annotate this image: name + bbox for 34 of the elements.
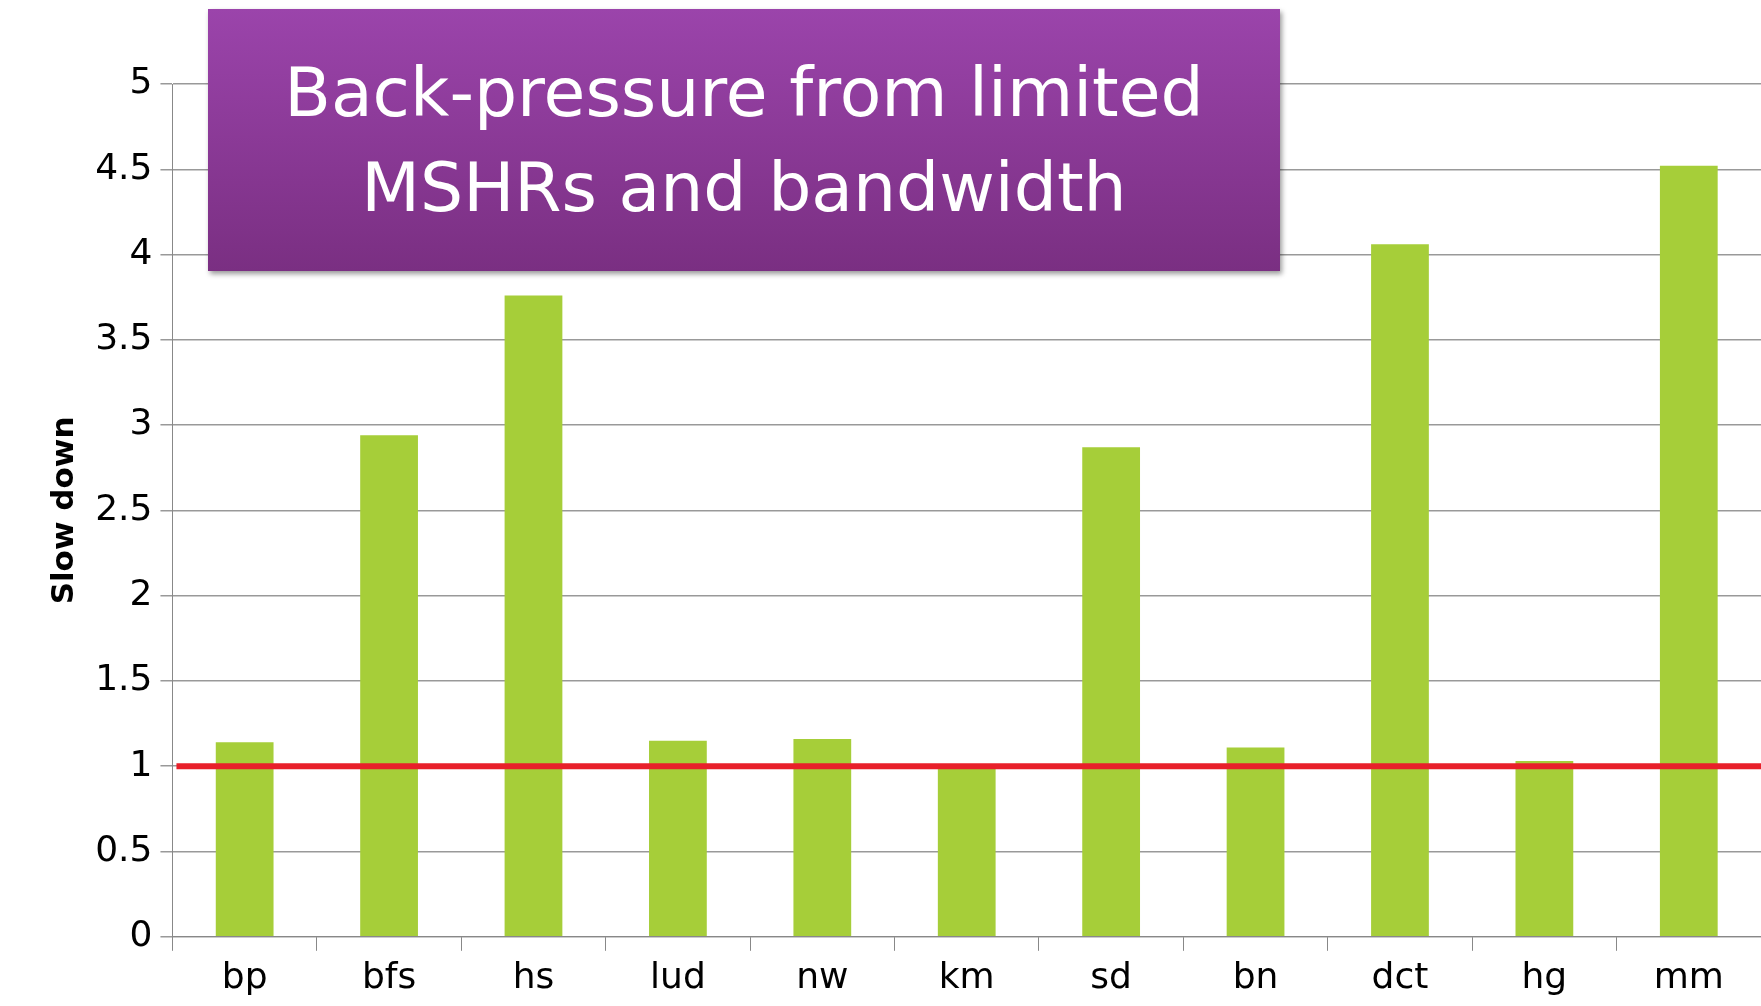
x-tick-label: bp xyxy=(221,954,268,996)
x-tick-label: lud xyxy=(650,954,706,996)
bar xyxy=(1515,761,1574,937)
y-tick-label: 5 xyxy=(129,60,153,102)
bar xyxy=(1226,747,1285,937)
y-tick-label: 1.5 xyxy=(95,657,153,699)
y-tick-label: 4.5 xyxy=(95,145,153,187)
y-tick-label: 2 xyxy=(129,572,153,614)
bar xyxy=(215,742,274,937)
x-tick-label: bfs xyxy=(361,954,417,996)
bar xyxy=(1659,165,1718,937)
x-tick-label: dct xyxy=(1371,954,1429,996)
x-tick-label: hg xyxy=(1521,954,1568,996)
bar xyxy=(360,435,418,937)
bar xyxy=(1371,244,1429,937)
x-tick-label: bn xyxy=(1232,954,1279,996)
x-tick-label: hs xyxy=(512,954,555,996)
bar xyxy=(649,740,707,937)
bar xyxy=(793,738,852,937)
chart-title: Back-pressure from limited MSHRs and bandwidth xyxy=(208,9,1280,271)
x-tick-label: sd xyxy=(1090,954,1132,996)
bar xyxy=(1082,447,1141,937)
x-tick-label: mm xyxy=(1653,954,1724,996)
y-tick-label: 3 xyxy=(129,401,153,443)
x-tick-label: nw xyxy=(796,954,849,996)
y-axis-title: Slow down xyxy=(43,416,80,605)
y-tick-label: 0 xyxy=(129,913,153,955)
y-tick-label: 0.5 xyxy=(95,827,153,869)
bar xyxy=(504,295,563,937)
y-tick-label: 2.5 xyxy=(95,486,153,528)
x-tick-label: km xyxy=(938,954,995,996)
y-tick-label: 3.5 xyxy=(95,316,153,358)
y-tick-label: 1 xyxy=(129,742,153,784)
y-tick-label: 4 xyxy=(129,230,153,272)
